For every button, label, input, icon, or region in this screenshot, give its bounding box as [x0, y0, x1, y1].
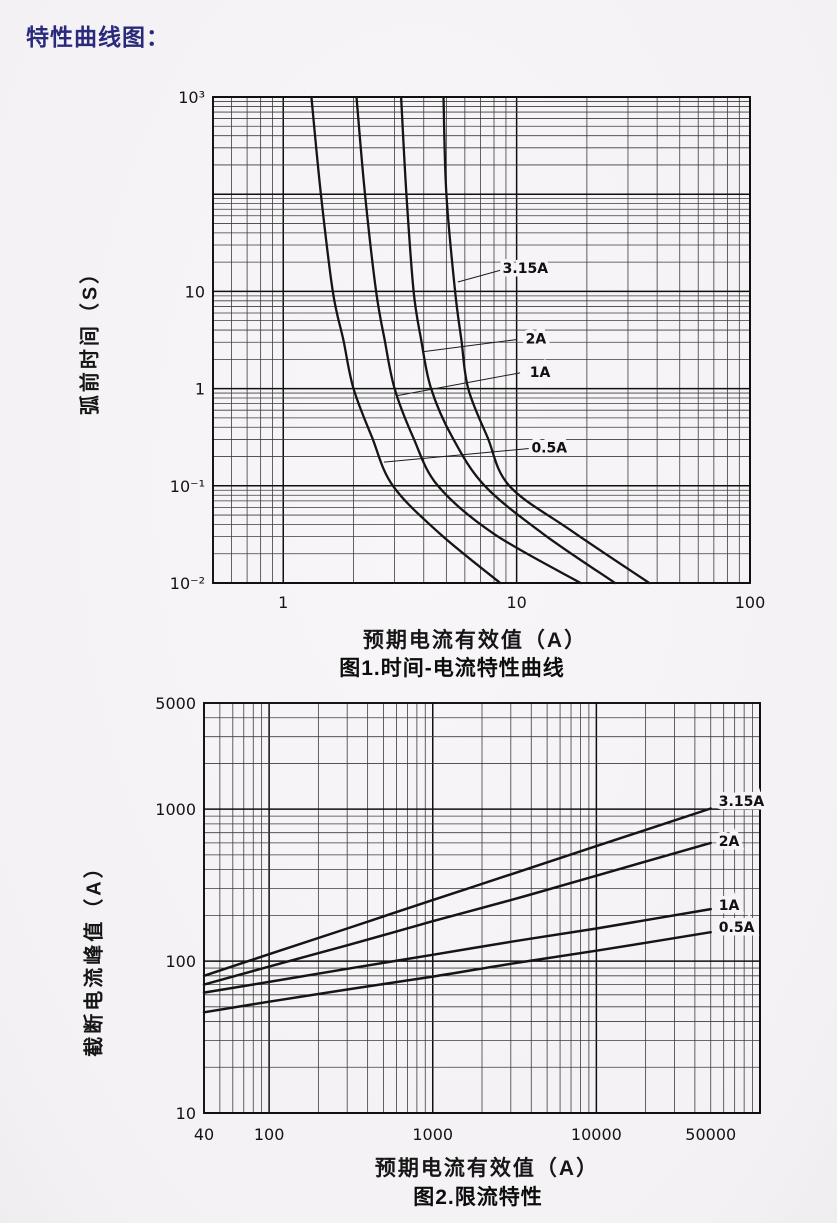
chart2-curve-label-3.15A: 3.15A: [719, 794, 765, 810]
chart1-curve-label-1A: 1A: [530, 365, 551, 381]
chart2-caption: 图2.限流特性: [413, 1186, 543, 1209]
chart1-y-tick-label: 10: [185, 282, 205, 301]
chart1-x-tick-label: 1: [278, 593, 288, 612]
chart2-y-tick-label: 10: [176, 1104, 196, 1123]
chart1-y-tick-label: 1: [195, 380, 205, 399]
chart1-curve-label-2A: 2A: [526, 332, 547, 348]
chart1-y-tick-label: 10³: [178, 88, 205, 107]
chart2-plot-border: [203, 702, 761, 1114]
chart1-curve-2A: [399, 95, 617, 585]
chart2-x-tick-label: 10000: [571, 1125, 622, 1144]
chart2-x-tick-label: 40: [194, 1125, 214, 1144]
chart1-plot: 1 10 100 10³ 10 1 10⁻¹ 10⁻² 3.15A 2A 1A 0.5A: [170, 88, 765, 612]
chart1-leader-line-3.15A: [457, 268, 506, 283]
chart2-curve-3.15A: [202, 807, 712, 978]
chart1-curve-0.5A: [310, 95, 502, 585]
chart2-curve-2A: [202, 841, 712, 986]
chart1-leader-line-0.5A: [383, 448, 530, 463]
chart1-caption: 图1.时间-电流特性曲线: [339, 657, 565, 680]
chart1-curve-3.15A: [442, 95, 651, 585]
chart2-curve-1A: [202, 907, 712, 994]
chart1-y-axis-title: 弧前时间（S）: [79, 260, 102, 416]
chart1-y-tick-label: 10⁻²: [170, 574, 205, 593]
chart2-x-axis-title: 预期电流有效值（A）: [374, 1157, 600, 1180]
chart1-curve-label-0.5A: 0.5A: [531, 441, 567, 457]
chart2-curve-label-0.5A: 0.5A: [719, 920, 755, 936]
chart2-y-tick-label: 1000: [155, 800, 196, 819]
page-title: 特性曲线图：: [26, 24, 170, 50]
chart2-y-axis-title: 截断电流峰值（A）: [83, 855, 106, 1057]
chart1-plot-border: [212, 96, 751, 584]
chart1-x-axis-title: 预期电流有效值（A）: [362, 629, 588, 652]
chart2-y-tick-label: 5000: [155, 694, 196, 713]
chart2-plot: 40 100 1000 10000 50000 5000 1000 100 10 3.15A 2A 1…: [155, 694, 768, 1144]
chart1-x-tick-label: 100: [735, 593, 766, 612]
chart1-y-tick-label: 10⁻¹: [170, 477, 205, 496]
chart2-x-tick-label: 100: [254, 1125, 285, 1144]
chart2-curve-label-2A: 2A: [719, 834, 740, 850]
chart2-curve-0.5A: [202, 930, 712, 1014]
chart1-leader-line-1A: [397, 372, 521, 396]
chart2-curve-label-1A: 1A: [719, 898, 740, 914]
chart1-curve-1A: [355, 95, 582, 585]
chart2-x-tick-label: 50000: [685, 1125, 736, 1144]
chart1-leader-line-2A: [423, 339, 517, 353]
chart2-y-tick-label: 100: [165, 952, 196, 971]
chart2-x-tick-label: 1000: [412, 1125, 453, 1144]
chart1-curve-label-3.15A: 3.15A: [503, 261, 549, 277]
chart1-x-tick-label: 10: [506, 593, 526, 612]
